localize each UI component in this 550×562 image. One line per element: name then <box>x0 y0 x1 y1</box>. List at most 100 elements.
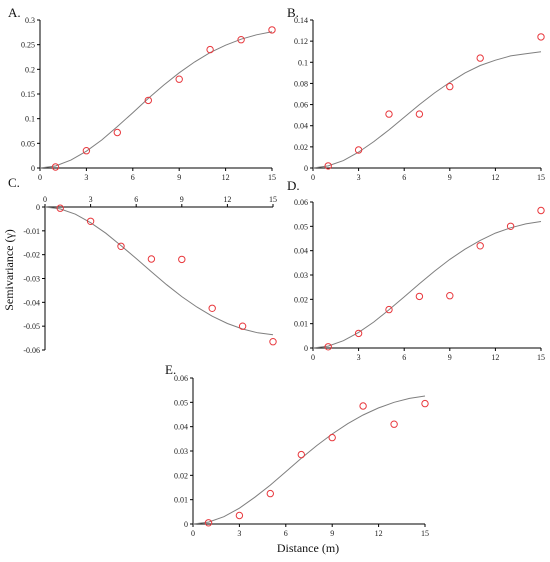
y-tick-label: 0.05 <box>21 139 35 148</box>
y-tick-label: 0.06 <box>294 198 308 207</box>
x-tick-label: 6 <box>284 529 288 538</box>
data-point <box>476 54 484 62</box>
data-point <box>359 402 367 410</box>
panel-e: E. 0 3 6 9 12 15 0 0.01 0.02 0.03 0.04 0.05 0.06 <box>165 362 429 538</box>
panel-a: A. 0 3 6 9 12 15 0 0.05 0.1 0.15 0.2 0.25 0.3 <box>8 5 276 182</box>
x-axis-title: Distance (m) <box>277 541 339 555</box>
x-tick-label: 6 <box>134 195 138 204</box>
data-point <box>324 162 332 170</box>
x-tick-label: 12 <box>223 195 231 204</box>
fitted-model-line <box>312 221 542 349</box>
data-point <box>421 399 429 408</box>
x-tick-label: 3 <box>89 195 93 204</box>
panel-b: B. 0 3 6 9 12 15 0 0.02 0.04 0.06 0.08 0.1 0.12 0.14 <box>287 5 545 182</box>
y-tick-label: 0.1 <box>298 58 308 67</box>
fitted-model-line <box>39 31 273 169</box>
x-tick-label: 12 <box>375 529 383 538</box>
x-tick-label: 9 <box>330 529 334 538</box>
y-tick-label: -0.06 <box>23 346 40 355</box>
x-tick-label: 12 <box>222 173 230 182</box>
data-point <box>266 489 274 498</box>
data-point <box>82 147 91 155</box>
panel-label: B. <box>287 5 299 20</box>
y-tick-label: 0 <box>304 164 308 173</box>
data-point <box>385 110 393 118</box>
data-point <box>506 222 515 231</box>
y-tick-label: -0.03 <box>23 275 40 284</box>
data-point <box>446 292 454 300</box>
data-point <box>537 206 545 215</box>
y-tick-label: 0.06 <box>174 374 188 383</box>
x-tick-label: 3 <box>237 529 241 538</box>
panel-d: D. 0 3 6 9 12 15 0 0.01 0.02 0.03 0.04 0.05 0.06 <box>287 178 545 362</box>
y-tick-label: 0.02 <box>174 471 188 480</box>
y-tick-label: 0.04 <box>174 423 188 432</box>
y-tick-label: 0.02 <box>294 143 308 152</box>
data-point <box>446 82 454 91</box>
y-tick-label: -0.02 <box>23 251 40 260</box>
x-tick-label: 15 <box>421 529 429 538</box>
data-point <box>354 146 363 154</box>
x-tick-label: 0 <box>43 195 47 204</box>
y-tick-label: 0 <box>184 520 188 529</box>
y-tick-label: -0.04 <box>23 298 40 307</box>
fitted-model-line <box>312 51 542 169</box>
data-point <box>237 36 245 44</box>
x-tick-label: 9 <box>448 173 452 182</box>
y-tick-label: 0.25 <box>21 41 35 50</box>
data-point <box>235 511 244 520</box>
panel-label: E. <box>165 362 176 377</box>
y-tick-label: 0.06 <box>294 101 308 110</box>
y-tick-label: 0.08 <box>294 79 308 88</box>
y-tick-label: -0.05 <box>23 322 40 331</box>
x-tick-label: 3 <box>357 173 361 182</box>
y-tick-label: 0.15 <box>21 90 35 99</box>
data-point <box>208 304 216 312</box>
data-point <box>297 450 305 459</box>
fitted-model-line <box>44 206 274 336</box>
x-tick-label: 12 <box>491 353 499 362</box>
y-tick-label: -0.01 <box>23 227 40 236</box>
data-point <box>51 163 60 171</box>
y-tick-label: 0.04 <box>294 247 308 256</box>
y-tick-label: 0 <box>31 164 35 173</box>
y-tick-label: 0.02 <box>294 295 308 304</box>
data-point <box>178 255 186 264</box>
data-point <box>147 255 156 263</box>
x-tick-label: 3 <box>357 353 361 362</box>
data-point <box>415 110 424 118</box>
x-tick-label: 3 <box>84 173 88 182</box>
data-point <box>269 338 277 346</box>
y-tick-label: 0.05 <box>294 222 308 231</box>
x-tick-label: 0 <box>311 173 315 182</box>
fitted-model-line <box>192 395 426 525</box>
x-tick-label: 0 <box>191 529 195 538</box>
y-tick-label: 0.03 <box>294 271 308 280</box>
data-point <box>537 33 545 41</box>
data-point <box>268 26 276 34</box>
panel-label: C. <box>8 175 20 190</box>
x-tick-label: 15 <box>537 353 545 362</box>
data-point <box>328 433 336 442</box>
data-point <box>324 343 332 351</box>
y-tick-label: 0.05 <box>174 398 188 407</box>
data-point <box>476 242 484 250</box>
y-tick-label: 0.3 <box>25 16 35 25</box>
data-point <box>385 305 393 314</box>
y-tick-label: 0 <box>304 344 308 353</box>
data-point <box>144 96 153 105</box>
data-point <box>390 420 398 428</box>
x-tick-label: 12 <box>491 173 499 182</box>
y-tick-label: 0 <box>36 203 40 212</box>
x-tick-label: 15 <box>537 173 545 182</box>
data-point <box>238 322 247 330</box>
x-tick-label: 9 <box>177 173 181 182</box>
data-point <box>415 292 424 301</box>
y-tick-label: 0.14 <box>294 16 308 25</box>
data-point <box>56 204 64 212</box>
x-tick-label: 6 <box>402 173 406 182</box>
data-point <box>175 75 183 83</box>
y-tick-label: 0.03 <box>174 447 188 456</box>
y-tick-label: 0.12 <box>294 37 308 46</box>
